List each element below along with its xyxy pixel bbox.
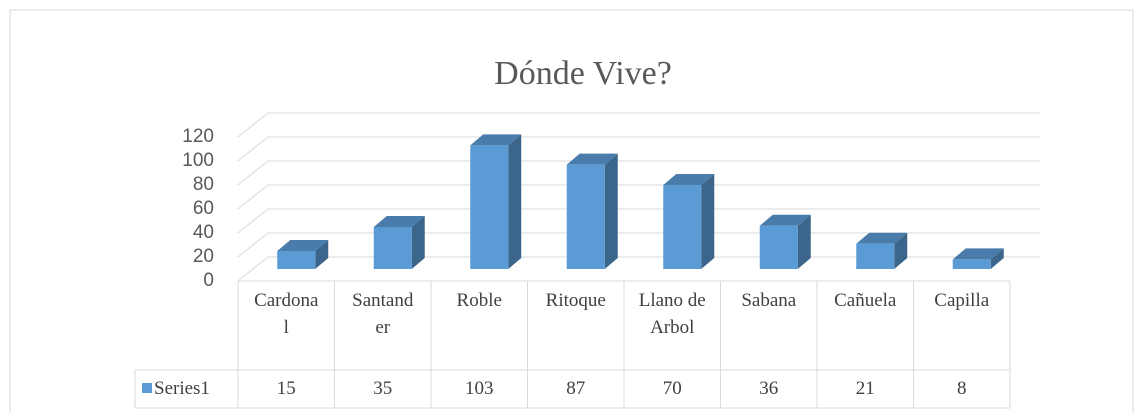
bar-top [277, 240, 329, 251]
y-tick-label: 80 [193, 174, 214, 195]
chart-title: Dónde Vive? [494, 55, 672, 92]
grid-line [237, 208, 1040, 234]
bar-side [508, 134, 522, 269]
grid-line [237, 136, 1040, 162]
category-label: Roble [456, 290, 502, 311]
bar-side [315, 240, 329, 269]
bar-top [759, 214, 811, 226]
legend-key [142, 383, 152, 393]
bar-front [470, 145, 509, 269]
bar [566, 153, 618, 269]
bar-side [701, 174, 715, 269]
bar-front [566, 164, 605, 269]
data-table-value: 87 [566, 378, 586, 399]
bar [759, 214, 811, 269]
bar [663, 174, 715, 269]
bar-side [894, 232, 908, 269]
grid-line [237, 160, 1040, 186]
bar-side [990, 248, 1004, 269]
data-table-value: 8 [957, 378, 967, 399]
bar [470, 134, 522, 269]
bar-front [952, 259, 991, 269]
category-label: Santander [352, 290, 414, 338]
grid-line [237, 256, 1040, 282]
y-tick-label: 60 [193, 198, 214, 219]
category-label: Cañuela [834, 290, 897, 311]
data-table-value: 36 [759, 378, 779, 399]
data-table-value: 103 [465, 378, 494, 399]
bar-front [373, 227, 412, 269]
bar-side [797, 214, 811, 269]
bar [277, 240, 329, 269]
category-label: Sabana [741, 290, 797, 311]
y-tick-label: 40 [193, 222, 214, 243]
bar-front [759, 225, 798, 269]
grid-line [237, 184, 1040, 210]
data-table-value: 70 [662, 378, 682, 399]
bar-top [566, 153, 618, 165]
y-tick-label: 100 [182, 150, 214, 171]
category-label: Capilla [934, 290, 990, 311]
y-tick-label: 20 [193, 246, 214, 267]
bar [952, 248, 1004, 269]
y-tick-label: 0 [203, 270, 214, 291]
data-table-value: 15 [276, 378, 296, 399]
y-tick-label: 120 [182, 126, 214, 147]
category-label: Llano de Arbol [638, 290, 706, 338]
bar-top [952, 248, 1004, 260]
category-label: Cardonal [254, 290, 319, 338]
bar-front [277, 251, 316, 269]
bar [856, 232, 908, 269]
bar-top [663, 174, 715, 185]
bar [373, 216, 425, 269]
chart-border [9, 9, 1134, 413]
bar-side [604, 153, 618, 269]
bar-top [856, 232, 908, 244]
bar-top [470, 134, 522, 146]
data-table-value: 35 [373, 378, 393, 399]
grid-line [237, 112, 1040, 138]
legend-label: Series1 [154, 378, 210, 399]
data-table-value: 21 [855, 378, 875, 399]
bar-side [411, 216, 425, 269]
category-label: Ritoque [545, 290, 606, 311]
bar-front [663, 185, 702, 269]
bar-top [373, 216, 425, 227]
grid-line [237, 232, 1040, 258]
bar-front [856, 243, 895, 269]
